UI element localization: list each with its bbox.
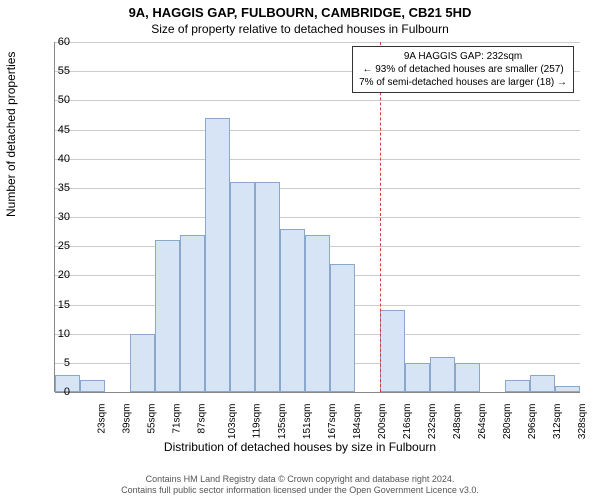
xtick-label: 39sqm [121,404,132,434]
footer-line1: Contains HM Land Registry data © Crown c… [0,474,600,485]
gridline [55,42,580,43]
gridline [55,188,580,189]
gridline [55,217,580,218]
histogram-bar [280,229,305,392]
histogram-bar [380,310,405,392]
xtick-label: 119sqm [251,404,262,439]
xtick-label: 71sqm [171,404,182,434]
chart-subtitle: Size of property relative to detached ho… [0,22,600,36]
ytick-label: 55 [45,65,70,77]
xtick-label: 103sqm [227,404,238,440]
histogram-bar [455,363,480,392]
xtick-label: 248sqm [452,404,463,440]
xtick-label: 232sqm [427,404,438,440]
ytick-label: 20 [45,269,70,281]
info-box-line1: 9A HAGGIS GAP: 232sqm [359,50,567,63]
xtick-label: 167sqm [327,404,338,440]
chart-title: 9A, HAGGIS GAP, FULBOURN, CAMBRIDGE, CB2… [0,5,600,20]
histogram-bar [230,182,255,392]
ytick-label: 40 [45,153,70,165]
histogram-bar [405,363,430,392]
y-axis-label: Number of detached properties [4,52,18,217]
xtick-label: 312sqm [552,404,563,440]
xtick-label: 296sqm [527,404,538,440]
gridline [55,159,580,160]
ytick-label: 15 [45,299,70,311]
gridline [55,130,580,131]
ytick-label: 10 [45,328,70,340]
histogram-bar [305,235,330,393]
ytick-label: 60 [45,36,70,48]
footer-attribution: Contains HM Land Registry data © Crown c… [0,474,600,496]
gridline [55,100,580,101]
ytick-label: 0 [45,386,70,398]
histogram-bar [330,264,355,392]
xtick-label: 264sqm [477,404,488,440]
xtick-label: 135sqm [277,404,288,440]
xtick-label: 200sqm [377,404,388,440]
ytick-label: 45 [45,124,70,136]
xtick-label: 216sqm [402,404,413,440]
histogram-bar [530,375,555,393]
histogram-bar [505,380,530,392]
ytick-label: 5 [45,357,70,369]
histogram-bar [430,357,455,392]
info-box-line3: 7% of semi-detached houses are larger (1… [359,76,567,89]
ytick-label: 25 [45,240,70,252]
info-box-line2: ← 93% of detached houses are smaller (25… [359,63,567,76]
histogram-bar [130,334,155,392]
histogram-bar [180,235,205,393]
xtick-label: 23sqm [96,404,107,434]
histogram-bar [255,182,280,392]
ytick-label: 30 [45,211,70,223]
ytick-label: 35 [45,182,70,194]
xtick-label: 87sqm [196,404,207,434]
xtick-label: 328sqm [577,404,588,440]
histogram-bar [155,240,180,392]
ytick-label: 50 [45,94,70,106]
reference-line [380,42,381,392]
info-box: 9A HAGGIS GAP: 232sqm← 93% of detached h… [352,46,574,93]
chart-container: 9A, HAGGIS GAP, FULBOURN, CAMBRIDGE, CB2… [0,0,600,500]
histogram-bar [80,380,105,392]
plot-area: 9A HAGGIS GAP: 232sqm← 93% of detached h… [55,42,580,392]
xtick-label: 55sqm [146,404,157,434]
footer-line2: Contains full public sector information … [0,485,600,496]
x-axis-line [55,392,580,393]
xtick-label: 184sqm [352,404,363,440]
xtick-label: 280sqm [502,404,513,440]
histogram-bar [205,118,230,392]
xtick-label: 151sqm [302,404,313,440]
x-axis-label: Distribution of detached houses by size … [0,440,600,454]
